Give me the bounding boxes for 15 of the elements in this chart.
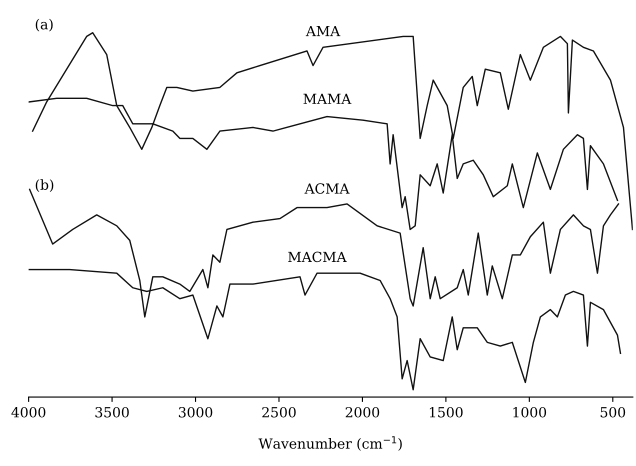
series-label: MAMA: [303, 94, 352, 104]
x-tick-label: 3500: [95, 407, 129, 418]
x-tick-label: 500: [600, 407, 626, 418]
x-tick-label: 2000: [346, 407, 380, 418]
series-label: ACMA: [304, 183, 350, 194]
x-tick-label: 1500: [430, 407, 463, 418]
x-tick-label: 3000: [178, 407, 212, 418]
x-tick-label: 1000: [513, 407, 546, 418]
x-axis-title: Wavenumber (cm$^{−1}$): [258, 436, 402, 451]
x-tick-label: 4000: [11, 407, 46, 418]
series-label: MACMA: [288, 252, 347, 262]
annotation: (b): [36, 179, 54, 192]
series-label: AMA: [306, 26, 340, 36]
text: (a): [36, 18, 53, 32]
x-tick-label: 2500: [262, 407, 296, 418]
